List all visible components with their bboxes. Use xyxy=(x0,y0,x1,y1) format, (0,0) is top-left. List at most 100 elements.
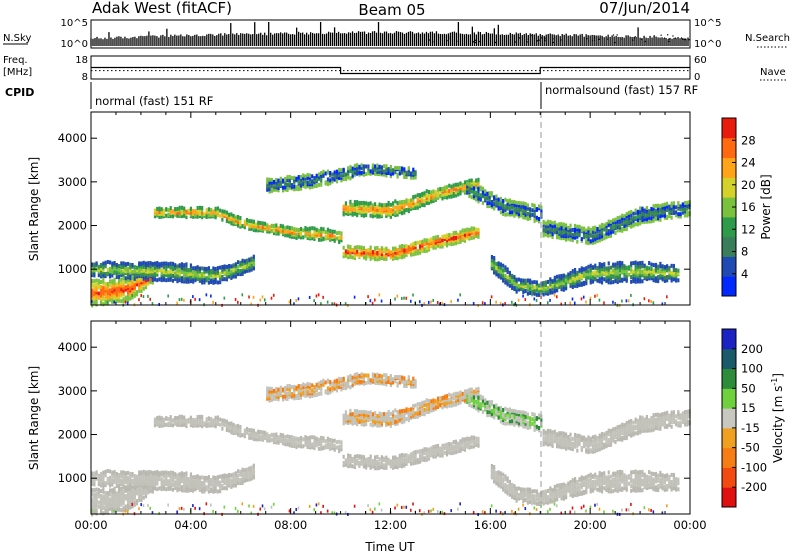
power-cell xyxy=(546,224,550,229)
power-cell xyxy=(342,245,345,250)
velocity-cell xyxy=(194,478,197,483)
power-cell xyxy=(600,269,604,274)
power-cell xyxy=(672,266,675,271)
nsearch-sample xyxy=(660,34,662,36)
power-cell xyxy=(93,283,96,288)
power-cell xyxy=(142,271,145,276)
power-cell xyxy=(342,209,345,214)
power-cell xyxy=(661,266,664,271)
power-cell xyxy=(506,267,509,272)
power-cell xyxy=(347,168,350,173)
power-cell xyxy=(120,299,123,304)
power-cell xyxy=(452,235,455,240)
velocity-cell xyxy=(104,491,107,496)
power-cell xyxy=(517,201,520,206)
power-cell xyxy=(475,184,478,189)
power-cell xyxy=(668,270,671,275)
power-cell xyxy=(468,178,471,183)
power-cell xyxy=(511,204,514,209)
power-cell xyxy=(165,261,168,266)
power-cell xyxy=(497,202,500,207)
power-cell xyxy=(385,249,388,254)
velocity-cell xyxy=(286,438,289,443)
velocity-cell xyxy=(221,426,224,431)
velocity-cell xyxy=(311,383,314,388)
power-noise xyxy=(369,299,372,303)
power-cell xyxy=(535,288,538,293)
power-cell xyxy=(169,209,172,214)
nsearch-sample xyxy=(633,38,635,40)
power-noise xyxy=(427,300,430,304)
power-cell xyxy=(317,172,321,177)
power-cell xyxy=(194,269,197,274)
power-cell xyxy=(378,164,381,169)
power-cell xyxy=(468,186,471,191)
power-noise xyxy=(322,295,324,299)
power-cell xyxy=(358,164,361,169)
power-cell xyxy=(219,265,222,270)
velocity-cell xyxy=(106,502,109,507)
power-cell xyxy=(266,186,269,191)
power-cell xyxy=(436,193,440,198)
power-cell xyxy=(409,198,413,203)
velocity-noise xyxy=(147,503,149,507)
power-cell xyxy=(376,250,379,255)
power-cell xyxy=(221,275,224,280)
velocity-cell xyxy=(203,421,206,426)
velocity-cell xyxy=(317,446,321,451)
velocity-cell xyxy=(102,488,105,493)
velocity-cell xyxy=(252,470,255,475)
power-cell xyxy=(178,278,181,283)
power-cell xyxy=(549,282,552,287)
velocity-cell xyxy=(106,497,109,502)
power-cell xyxy=(609,229,613,234)
velocity-noise xyxy=(308,504,311,508)
date-title: 07/Jun/2014 xyxy=(599,0,690,17)
velocity-cell xyxy=(288,387,291,392)
power-cell xyxy=(176,267,179,272)
velocity-cell xyxy=(268,436,271,441)
velocity-cell xyxy=(156,469,159,474)
velocity-cell xyxy=(225,422,228,427)
power-cell xyxy=(461,236,464,241)
power-cell xyxy=(140,266,143,271)
velocity-noise xyxy=(151,511,154,515)
power-cell xyxy=(670,209,673,214)
power-cell xyxy=(641,206,644,211)
power-cell xyxy=(488,194,491,199)
power-cell xyxy=(596,278,599,283)
power-cell xyxy=(167,264,170,269)
power-cell xyxy=(201,215,204,220)
power-cell xyxy=(594,232,597,237)
power-cell xyxy=(668,265,671,270)
power-cell xyxy=(356,200,359,205)
power-cell xyxy=(531,203,534,208)
power-cell xyxy=(313,232,316,237)
power-noise xyxy=(192,295,194,299)
power-cell xyxy=(138,272,141,277)
power-cell xyxy=(497,197,500,202)
velocity-cell xyxy=(174,472,177,477)
power-cell xyxy=(618,260,622,265)
power-cell xyxy=(432,198,435,203)
power-cell xyxy=(169,272,172,277)
power-cell xyxy=(142,264,145,269)
power-cell xyxy=(506,278,509,283)
power-cell xyxy=(443,241,446,246)
power-cell xyxy=(529,286,532,291)
velocity-cell xyxy=(169,423,172,428)
power-cell xyxy=(484,191,487,196)
power-cell xyxy=(614,225,617,230)
power-cell xyxy=(666,201,669,206)
power-cell xyxy=(131,295,134,300)
power-cell xyxy=(176,264,179,269)
power-cell xyxy=(407,170,410,175)
power-cell xyxy=(297,180,300,185)
power-cell xyxy=(605,277,608,282)
power-cell xyxy=(93,295,96,300)
power-cell xyxy=(612,228,615,233)
power-cell xyxy=(308,173,312,178)
power-cell xyxy=(115,286,118,291)
power-cell xyxy=(396,212,399,217)
power-cell xyxy=(187,268,190,273)
